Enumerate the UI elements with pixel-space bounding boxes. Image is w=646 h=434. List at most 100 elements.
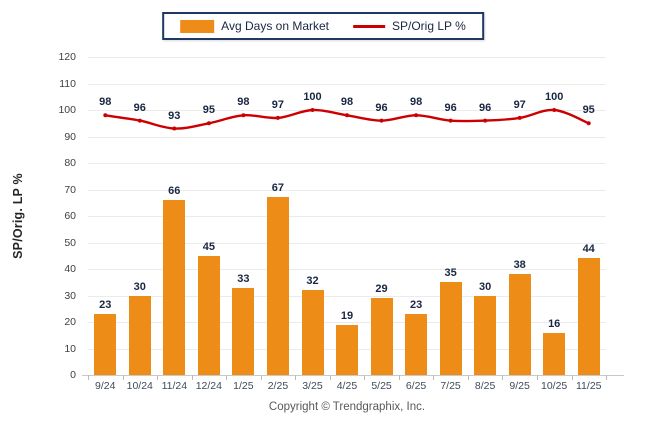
legend-item-sp-orig-lp: SP/Orig LP % (353, 19, 466, 33)
x-tick-label: 1/25 (233, 380, 254, 392)
bar-1/25 (232, 287, 255, 375)
line-point-marker (275, 115, 280, 120)
x-tick-label: 5/25 (371, 380, 392, 392)
gridline (88, 57, 606, 58)
bar-value-label: 23 (409, 299, 423, 312)
y-axis-title: SP/Orig. LP % (11, 173, 25, 259)
legend-label-avg-days-on-market: Avg Days on Market (221, 19, 330, 33)
y-axis-labels: 0 10 20 30 40 50 60 70 80 90 100 110 120 (38, 51, 76, 381)
x-axis-tick (433, 375, 435, 380)
x-axis-tick (88, 375, 89, 380)
bar-9/24 (94, 314, 117, 375)
line-value-label: 97 (271, 98, 285, 111)
bar-value-label: 67 (271, 182, 285, 195)
line-value-label: 98 (99, 96, 112, 109)
y-tick-label: 120 (58, 51, 76, 63)
gridline (88, 242, 606, 244)
bar-value-label: 30 (478, 280, 492, 293)
x-axis-tick (364, 375, 366, 380)
gridline (88, 322, 606, 323)
line-value-label: 96 (444, 101, 457, 114)
line-value-label: 98 (237, 96, 250, 109)
line-value-label: 97 (513, 98, 526, 111)
x-axis-tick (157, 375, 159, 380)
x-tick-label: 4/25 (336, 380, 358, 392)
x-tick-label: 3/25 (302, 380, 323, 392)
x-axis-tick (260, 375, 262, 380)
bar-value-label: 32 (306, 275, 319, 288)
x-tick-label: 8/25 (474, 380, 496, 392)
y-tick-label: 110 (59, 77, 76, 90)
gridline (88, 83, 606, 85)
x-axis-tick (536, 375, 538, 380)
x-axis-tick (329, 375, 331, 380)
bar-10/24 (128, 295, 151, 375)
x-tick-label: 11/25 (576, 380, 602, 392)
line-value-label: 96 (478, 101, 492, 114)
gridline (88, 269, 606, 270)
bar-10/25 (543, 332, 566, 375)
x-tick-label: 10/24 (126, 380, 153, 392)
y-tick-label: 40 (64, 263, 76, 275)
line-value-label: 96 (133, 101, 146, 114)
x-tick-label: 11/24 (161, 380, 188, 392)
line-point-marker (103, 113, 108, 118)
line-point-marker (137, 118, 142, 123)
gridline (88, 163, 606, 164)
y-tick-label: 50 (64, 236, 76, 249)
line-value-label: 98 (340, 96, 354, 109)
x-axis-tick (226, 375, 228, 380)
bar-3/25 (301, 290, 324, 375)
y-tick-label: 60 (64, 210, 76, 222)
y-tick-label: 10 (64, 342, 76, 355)
x-tick-label: 12/24 (195, 380, 222, 392)
legend-label-sp-orig-lp: SP/Orig LP % (392, 19, 466, 33)
bar-value-label: 35 (444, 267, 457, 280)
y-tick-label: 0 (70, 369, 76, 381)
bar-value-label: 30 (133, 280, 146, 293)
bar-value-label: 44 (582, 243, 595, 256)
line-value-label: 93 (168, 109, 181, 122)
x-axis-tick (122, 375, 124, 380)
x-axis-tick (295, 375, 297, 380)
line-value-label: 100 (545, 91, 564, 103)
x-tick-label: 7/25 (440, 380, 461, 392)
bar-8/25 (474, 295, 497, 375)
line-point-marker (345, 113, 349, 118)
x-tick-label: 10/25 (541, 380, 568, 392)
bar-2/25 (266, 197, 289, 375)
x-tick-label: 9/24 (95, 380, 116, 392)
plot-area: 23 30 66 45 33 67 32 19 29 23 35 30 38 16 44 98 96 93 95 98… (82, 57, 624, 380)
bar-value-label: 23 (99, 299, 112, 312)
line-point-marker (517, 115, 522, 120)
line-point-marker (483, 118, 488, 123)
bar-series-swatch-icon (180, 19, 215, 33)
gridline (88, 216, 606, 217)
line-point-marker (310, 108, 315, 112)
chart-legend: Avg Days on Market SP/Orig LP % (162, 12, 484, 40)
x-tick-label: 9/25 (509, 380, 530, 392)
gridline (88, 136, 606, 138)
x-axis-line (82, 375, 624, 376)
y-tick-label: 100 (58, 104, 76, 116)
line-series-swatch-icon (353, 24, 386, 28)
x-axis-tick (606, 375, 607, 380)
line-value-label: 98 (409, 96, 423, 109)
y-tick-label: 90 (64, 130, 76, 143)
gridline (88, 295, 606, 297)
y-tick-label: 70 (64, 183, 76, 196)
x-tick-label: 2/25 (267, 380, 289, 392)
bar-value-label: 33 (237, 272, 250, 285)
x-axis-tick (502, 375, 504, 380)
bar-5/25 (370, 298, 393, 375)
bar-7/25 (439, 282, 462, 375)
sp-orig-lp-line (103, 108, 591, 131)
line-point-marker (379, 118, 384, 123)
bar-12/24 (197, 255, 220, 375)
x-axis-tick (571, 375, 573, 380)
bar-11/25 (577, 258, 600, 375)
gridline (88, 189, 606, 191)
y-tick-label: 80 (64, 157, 76, 169)
bar-value-label: 16 (548, 317, 561, 330)
